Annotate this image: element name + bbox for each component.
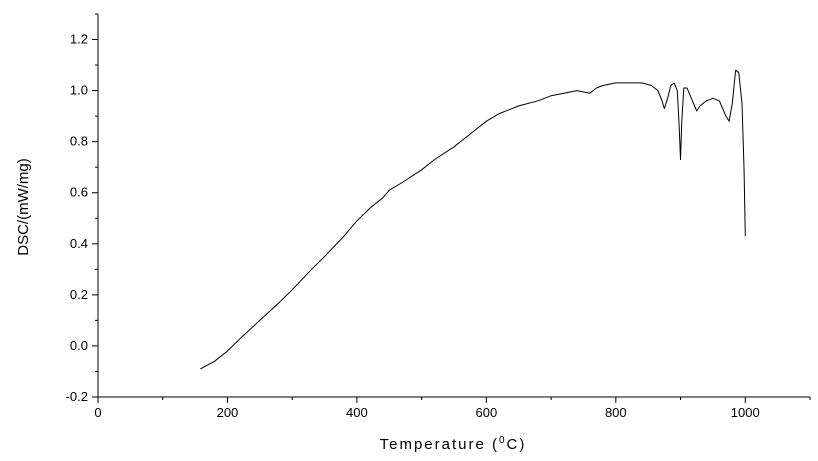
x-axis-title-unit: C) (507, 436, 527, 453)
dsc-curve (200, 69, 746, 370)
y-tick-label: 0.0 (70, 338, 88, 353)
x-tick-label: 400 (346, 405, 368, 420)
x-tick-label: 200 (217, 405, 239, 420)
y-tick-label: 0.4 (70, 236, 88, 251)
x-axis-title-superscript: 0 (499, 435, 507, 446)
y-tick-label: -0.2 (66, 389, 88, 404)
y-tick-label: 1.2 (70, 32, 88, 47)
axes (97, 14, 810, 398)
x-tick-label: 800 (605, 405, 627, 420)
y-tick-label: 1.0 (70, 83, 88, 98)
x-tick-label: 1000 (731, 405, 760, 420)
series (200, 69, 746, 370)
tick-labels: -0.2 0.0 0.2 0.4 0.6 0.8 1.0 1.2 0 200 400 600 800 10… (66, 32, 760, 420)
x-tick-label: 0 (94, 405, 101, 420)
ticks (92, 13, 811, 403)
y-tick-label: 0.2 (70, 287, 88, 302)
x-axis-title-main: Temperature ( (380, 436, 499, 453)
y-tick-label: 0.6 (70, 185, 88, 200)
y-axis-title: DSC/(mW/mg) (15, 158, 32, 256)
x-axis-title: Temperature (0C) (380, 435, 527, 453)
x-tick-label: 600 (476, 405, 498, 420)
y-tick-label: 0.8 (70, 134, 88, 149)
